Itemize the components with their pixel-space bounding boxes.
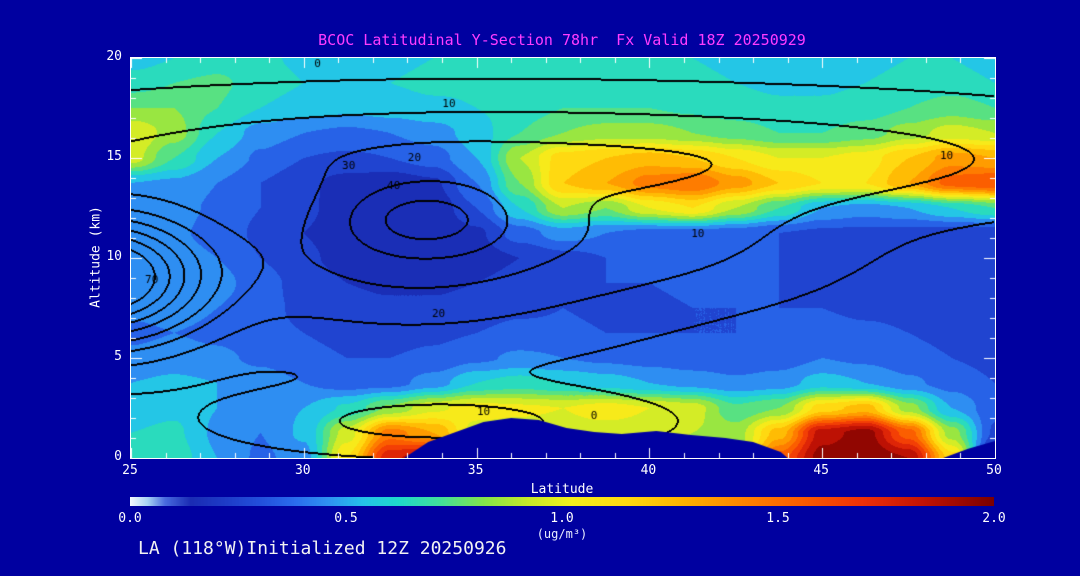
x-tick-label: 35 xyxy=(467,463,484,478)
x-tick-label: 40 xyxy=(640,463,657,478)
footer-caption: LA (118°W)Initialized 12Z 20250926 xyxy=(138,538,507,559)
y-tick-label: 10 xyxy=(106,249,122,264)
colorbar-tick-label: 1.5 xyxy=(766,511,790,526)
x-tick-label: 50 xyxy=(986,463,1002,478)
x-tick-label: 25 xyxy=(122,463,138,478)
colorbar-tick-label: 1.0 xyxy=(550,511,574,526)
x-axis-label: Latitude xyxy=(530,482,594,497)
colorbar-tick-label: 2.0 xyxy=(982,511,1006,526)
colorbar-tick-label: 0.5 xyxy=(334,511,358,526)
colorbar-canvas xyxy=(130,497,994,506)
y-tick-label: 15 xyxy=(106,149,122,164)
y-tick-label: 20 xyxy=(106,49,122,64)
x-tick-label: 30 xyxy=(294,463,311,478)
y-tick-label: 0 xyxy=(114,449,122,464)
plot-canvas xyxy=(130,57,996,459)
colorbar-tick-label: 0.0 xyxy=(118,511,142,526)
x-tick-label: 45 xyxy=(813,463,830,478)
chart-title: BCOC Latitudinal Y-Section 78hr Fx Valid… xyxy=(318,31,806,49)
y-tick-label: 5 xyxy=(114,349,122,364)
colorbar-unit-label: (ug/m³) xyxy=(536,527,588,541)
